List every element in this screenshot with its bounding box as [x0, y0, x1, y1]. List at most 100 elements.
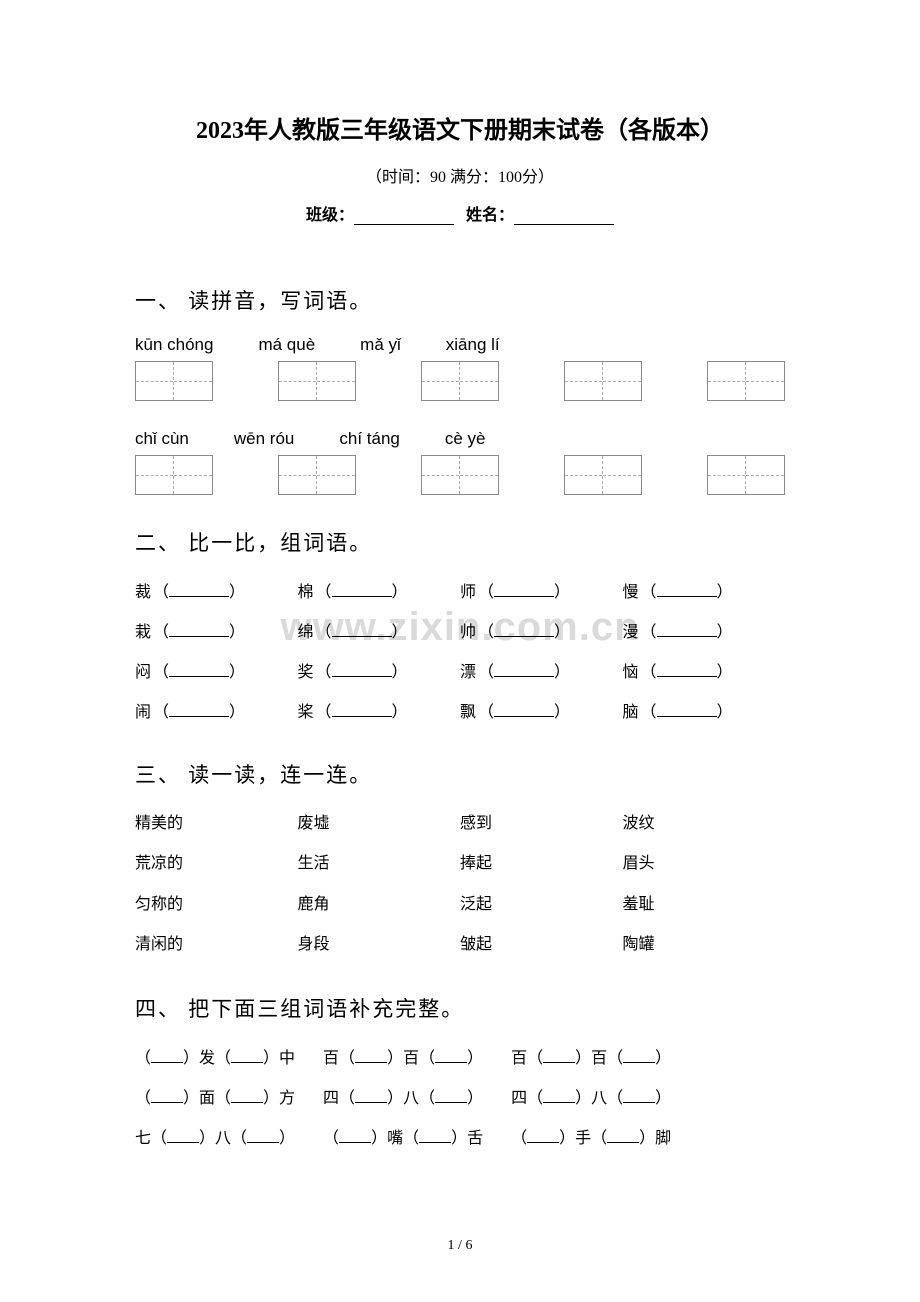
match-word: 废墟	[298, 809, 461, 839]
pinyin-row-2: chǐ cùn wēn róu chí táng cè yè	[135, 429, 785, 449]
idiom-item: （）嘴（）舌	[323, 1123, 483, 1155]
compare-item: 绵（）	[298, 617, 461, 649]
blank-line[interactable]	[332, 623, 392, 637]
char-grid[interactable]	[135, 361, 213, 401]
short-blank[interactable]	[435, 1089, 467, 1103]
blank-line[interactable]	[169, 703, 229, 717]
char-grid[interactable]	[421, 455, 499, 495]
idiom-row: （）面（）方四（）八（）四（）八（）	[135, 1083, 785, 1115]
compare-char: 恼	[623, 657, 639, 689]
char-grid[interactable]	[278, 361, 356, 401]
pinyin-item: kūn chóng	[135, 335, 213, 355]
pinyin-item: wēn róu	[234, 429, 294, 449]
pinyin-item: cè yè	[445, 429, 486, 449]
compare-char: 帅	[460, 617, 476, 649]
short-blank[interactable]	[167, 1129, 199, 1143]
match-word: 捧起	[460, 849, 623, 879]
compare-item: 棉（）	[298, 577, 461, 609]
char-grid[interactable]	[564, 361, 642, 401]
blank-line[interactable]	[494, 623, 554, 637]
compare-item: 脑（）	[623, 697, 786, 729]
pinyin-item: chí táng	[339, 429, 400, 449]
short-blank[interactable]	[355, 1049, 387, 1063]
compare-char: 奖	[298, 657, 314, 689]
class-blank[interactable]	[354, 209, 454, 225]
blank-line[interactable]	[332, 583, 392, 597]
pinyin-item: mǎ yǐ	[360, 335, 401, 355]
short-blank[interactable]	[231, 1049, 263, 1063]
char-grid[interactable]	[421, 361, 499, 401]
compare-char: 闹	[135, 697, 151, 729]
compare-char: 飘	[460, 697, 476, 729]
time-info: （时间：90 满分：100分）	[135, 163, 785, 187]
char-grid[interactable]	[135, 455, 213, 495]
short-blank[interactable]	[247, 1129, 279, 1143]
blank-line[interactable]	[494, 663, 554, 677]
compare-row: 闷（）奖（）漂（）恼（）	[135, 657, 785, 689]
char-grid[interactable]	[707, 455, 785, 495]
short-blank[interactable]	[527, 1129, 559, 1143]
blank-line[interactable]	[169, 663, 229, 677]
short-blank[interactable]	[607, 1129, 639, 1143]
match-word: 精美的	[135, 809, 298, 839]
match-word: 荒凉的	[135, 849, 298, 879]
blank-line[interactable]	[169, 623, 229, 637]
short-blank[interactable]	[151, 1089, 183, 1103]
idiom-item: 四（）八（）	[323, 1083, 483, 1115]
compare-item: 慢（）	[623, 577, 786, 609]
blank-line[interactable]	[657, 703, 717, 717]
match-word: 陶罐	[623, 930, 786, 960]
section2-header: 二、 比一比，组词语。	[135, 527, 785, 557]
pinyin-item: xiāng lí	[446, 335, 500, 355]
compare-char: 栽	[135, 617, 151, 649]
short-blank[interactable]	[623, 1049, 655, 1063]
short-blank[interactable]	[339, 1129, 371, 1143]
short-blank[interactable]	[543, 1049, 575, 1063]
short-blank[interactable]	[355, 1089, 387, 1103]
char-grid[interactable]	[278, 455, 356, 495]
compare-row: 裁（）棉（）师（）慢（）	[135, 577, 785, 609]
compare-char: 漂	[460, 657, 476, 689]
section3-header: 三、 读一读，连一连。	[135, 759, 785, 789]
grid-row-1	[135, 361, 785, 401]
blank-line[interactable]	[494, 583, 554, 597]
match-word: 羞耻	[623, 890, 786, 920]
match-word: 波纹	[623, 809, 786, 839]
blank-line[interactable]	[657, 583, 717, 597]
char-grid[interactable]	[707, 361, 785, 401]
pinyin-item: chǐ cùn	[135, 429, 189, 449]
match-word: 身段	[298, 930, 461, 960]
idiom-item: 四（）八（）	[511, 1083, 671, 1115]
blank-line[interactable]	[494, 703, 554, 717]
compare-item: 裁（）	[135, 577, 298, 609]
compare-row: 栽（）绵（）帅（）漫（）	[135, 617, 785, 649]
blank-line[interactable]	[332, 663, 392, 677]
match-word: 感到	[460, 809, 623, 839]
blank-line[interactable]	[657, 623, 717, 637]
short-blank[interactable]	[419, 1129, 451, 1143]
match-row: 清闲的身段皱起陶罐	[135, 930, 785, 960]
char-grid[interactable]	[564, 455, 642, 495]
compare-char: 桨	[298, 697, 314, 729]
short-blank[interactable]	[231, 1089, 263, 1103]
match-row: 匀称的鹿角泛起羞耻	[135, 890, 785, 920]
blank-line[interactable]	[169, 583, 229, 597]
compare-item: 桨（）	[298, 697, 461, 729]
compare-char: 师	[460, 577, 476, 609]
name-label: 姓名：	[466, 207, 514, 224]
match-word: 匀称的	[135, 890, 298, 920]
short-blank[interactable]	[151, 1049, 183, 1063]
short-blank[interactable]	[543, 1089, 575, 1103]
idiom-item: 七（）八（）	[135, 1123, 295, 1155]
compare-item: 帅（）	[460, 617, 623, 649]
match-row: 精美的废墟感到波纹	[135, 809, 785, 839]
idiom-item: 百（）百（）	[323, 1043, 483, 1075]
short-blank[interactable]	[435, 1049, 467, 1063]
match-word: 眉头	[623, 849, 786, 879]
blank-line[interactable]	[657, 663, 717, 677]
exam-title: 2023年人教版三年级语文下册期末试卷（各版本）	[135, 110, 785, 145]
name-blank[interactable]	[514, 209, 614, 225]
blank-line[interactable]	[332, 703, 392, 717]
grid-row-2	[135, 455, 785, 495]
short-blank[interactable]	[623, 1089, 655, 1103]
